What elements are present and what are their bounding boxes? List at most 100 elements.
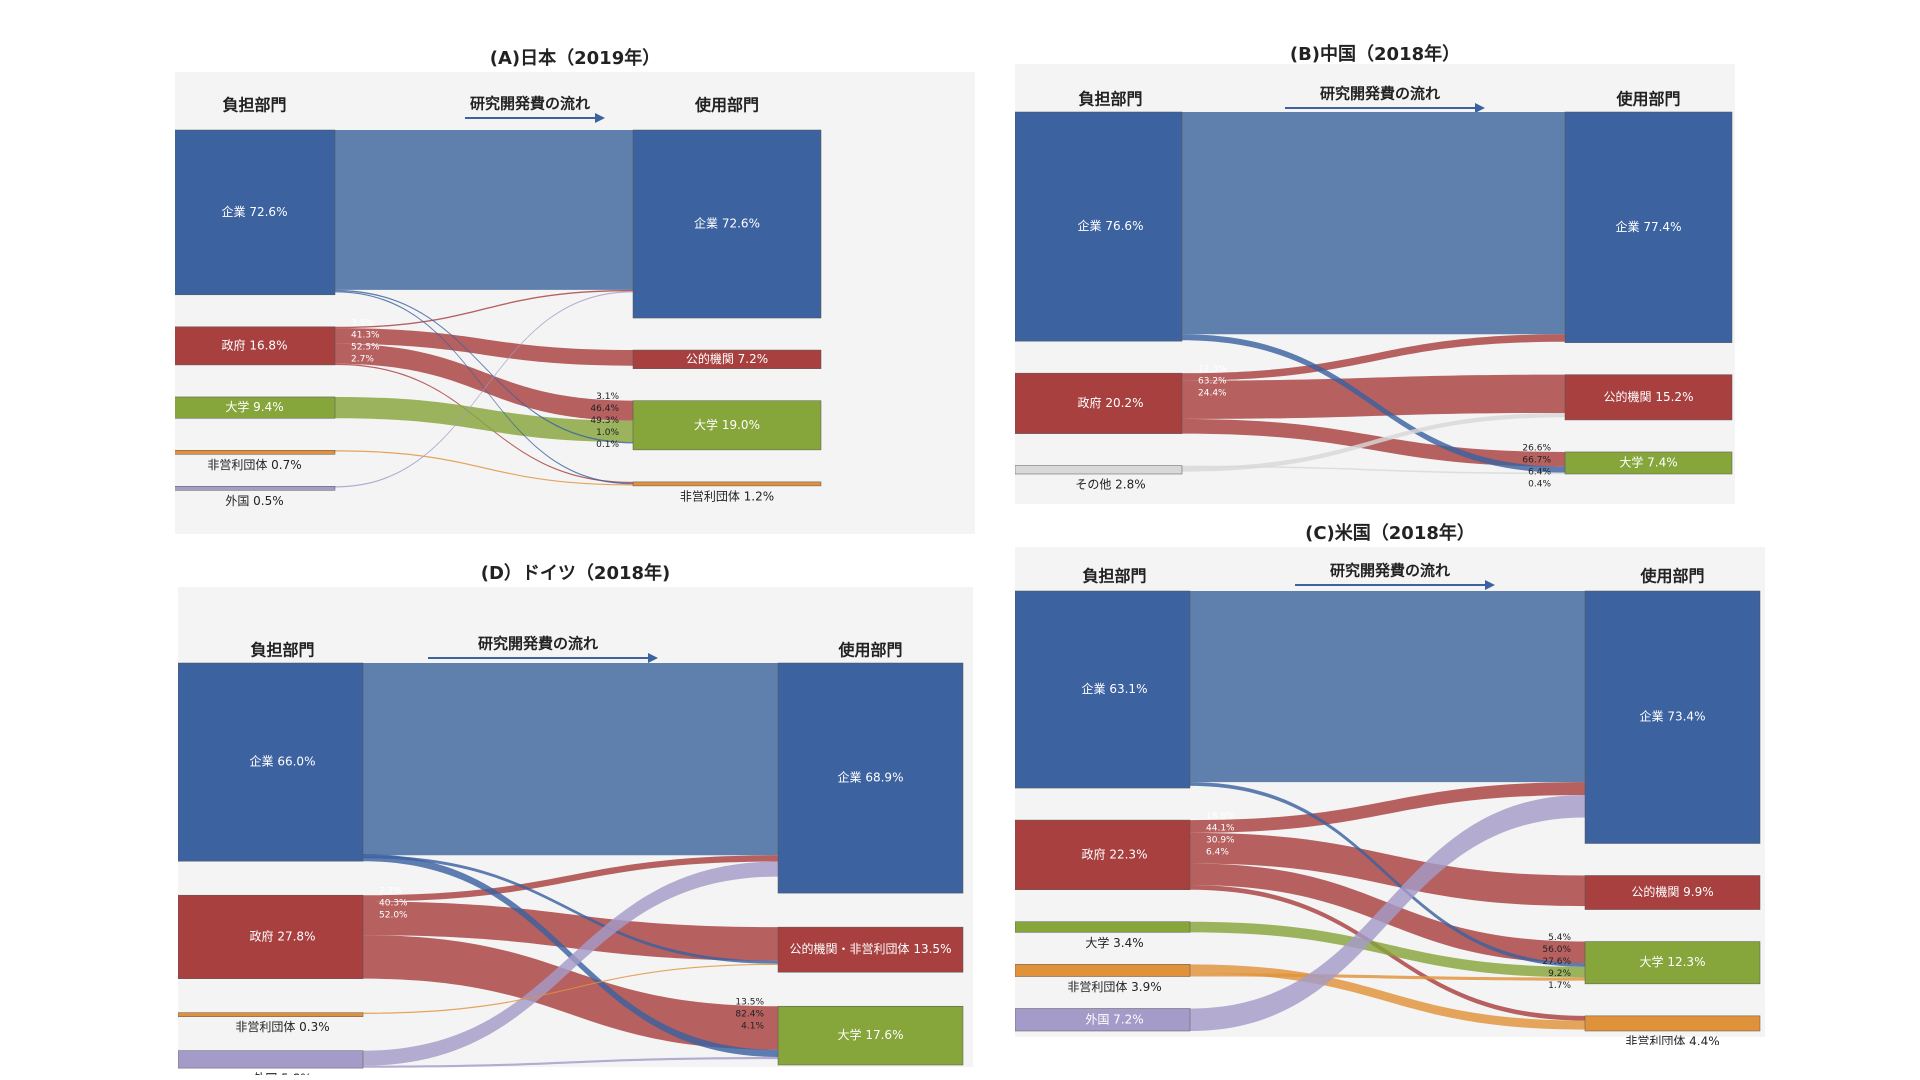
source-node bbox=[178, 1050, 364, 1069]
flows-layer bbox=[1182, 112, 1565, 475]
target-node bbox=[1564, 374, 1733, 421]
source-node bbox=[1015, 921, 1191, 933]
flow-band bbox=[1190, 794, 1585, 1031]
flow-band bbox=[1190, 964, 1585, 1030]
flow-pct-label: 1.0% bbox=[596, 428, 619, 438]
source-node bbox=[175, 486, 336, 491]
panel-usa: (C)米国（2018年） 負担部門 使用部門 研究開発費の流れ 企業 63.1% 政府 … bbox=[1015, 515, 1765, 1045]
flow-band bbox=[1182, 412, 1565, 472]
source-label: 政府 27.8% bbox=[250, 928, 316, 943]
flow-company-company bbox=[1182, 112, 1565, 335]
target-label: 大学 12.3% bbox=[1640, 954, 1706, 969]
flow-pct-label: 1.7% bbox=[1548, 981, 1571, 991]
target-label: 公的機関・非営利団体 13.5% bbox=[790, 941, 952, 956]
target-node bbox=[777, 662, 964, 894]
flow-band bbox=[363, 861, 778, 1066]
flow-band bbox=[1190, 782, 1585, 833]
right-header: 使用部門 bbox=[694, 96, 759, 115]
panel-title: (C)米国（2018年） bbox=[1305, 523, 1475, 544]
target-node bbox=[1584, 590, 1761, 844]
left-header: 負担部門 bbox=[1082, 567, 1146, 586]
flow-band bbox=[1190, 921, 1585, 978]
flow-band bbox=[1182, 374, 1565, 419]
target-node bbox=[632, 481, 822, 487]
panel-title: (B)中国（2018年） bbox=[1289, 44, 1461, 65]
flow-pct-label: 66.7% bbox=[1522, 455, 1551, 465]
flow-pct-label: 44.1% bbox=[1206, 824, 1235, 834]
source-label: 非営利団体 3.9% bbox=[1067, 980, 1161, 994]
target-label: 公的機関 9.9% bbox=[1631, 884, 1713, 899]
target-node bbox=[1564, 451, 1733, 475]
source-label: 企業 72.6% bbox=[222, 204, 288, 219]
source-label: 外国 5.8% bbox=[253, 1072, 311, 1075]
target-label: 企業 72.6% bbox=[694, 216, 760, 231]
flow-band bbox=[1182, 334, 1565, 381]
source-node bbox=[178, 894, 364, 979]
target-node bbox=[1584, 941, 1761, 985]
source-label: 企業 76.6% bbox=[1078, 218, 1144, 233]
source-label: 政府 16.8% bbox=[222, 337, 288, 352]
flow-direction-label: 研究開発費の流れ bbox=[1320, 85, 1440, 103]
flow-company-company bbox=[1190, 591, 1585, 783]
flow-pct-label: 0.1% bbox=[596, 440, 619, 450]
source-node bbox=[1015, 465, 1183, 475]
target-node bbox=[1584, 875, 1761, 910]
flow-arrow-head bbox=[648, 653, 658, 663]
source-label: 政府 20.2% bbox=[1078, 395, 1144, 410]
flow-pct-label: 46.4% bbox=[590, 404, 619, 414]
left-header: 負担部門 bbox=[1078, 90, 1142, 109]
target-label: 公的機関 7.2% bbox=[686, 351, 768, 366]
target-label: 大学 17.6% bbox=[838, 1027, 904, 1042]
target-node bbox=[632, 400, 822, 451]
flow-pct-label: 13.5% bbox=[735, 998, 764, 1008]
flow-pct-label: 40.3% bbox=[379, 899, 408, 909]
flow-band bbox=[335, 291, 633, 485]
source-node bbox=[175, 326, 336, 366]
target-label: 企業 68.9% bbox=[838, 770, 904, 785]
source-label: 外国 7.2% bbox=[1085, 1012, 1143, 1026]
flow-pct-label: 9.2% bbox=[1548, 969, 1571, 979]
source-label: 政府 22.3% bbox=[1082, 846, 1148, 861]
source-node bbox=[178, 662, 364, 862]
source-label: 大学 3.4% bbox=[1085, 935, 1143, 950]
flow-pct-label: 52.0% bbox=[379, 911, 408, 921]
left-header: 負担部門 bbox=[222, 96, 286, 115]
source-node bbox=[175, 129, 336, 296]
flow-direction-label: 研究開発費の流れ bbox=[478, 635, 598, 653]
flow-pct-label: 0.4% bbox=[1528, 479, 1551, 489]
flow-pct-label: 63.2% bbox=[1198, 377, 1227, 387]
flow-band bbox=[363, 935, 778, 1050]
panel-japan: (A)日本（2019年） 負担部門 使用部門 研究開発費の流れ企業 72.6% 政府 … bbox=[175, 40, 975, 540]
flow-pct-label: 49.3% bbox=[590, 416, 619, 426]
flow-pct-label: 56.0% bbox=[1542, 945, 1571, 955]
flow-arrow-head bbox=[1485, 580, 1495, 590]
flow-arrow-head bbox=[1475, 103, 1485, 113]
source-node bbox=[175, 450, 336, 455]
flow-pct-label: 24.4% bbox=[1198, 389, 1227, 399]
panel-title: (A)日本（2019年） bbox=[489, 48, 661, 69]
target-node bbox=[1584, 1015, 1761, 1032]
flow-direction-label: 研究開発費の流れ bbox=[470, 95, 590, 113]
target-node bbox=[632, 129, 822, 319]
right-header: 使用部門 bbox=[1615, 90, 1680, 109]
flow-band bbox=[1190, 973, 1585, 981]
source-label: 非営利団体 0.7% bbox=[207, 458, 301, 472]
target-label: 大学 7.4% bbox=[1619, 454, 1677, 469]
flow-pct-label: 52.5% bbox=[351, 342, 380, 352]
flow-company-company bbox=[335, 130, 633, 290]
flow-pct-label: 7.7% bbox=[379, 887, 402, 897]
flow-band bbox=[363, 901, 778, 961]
target-label: 非営利団体 4.4% bbox=[1625, 1035, 1719, 1046]
flow-direction-label: 研究開発費の流れ bbox=[1330, 562, 1450, 580]
flow-pct-label: 26.6% bbox=[1522, 443, 1551, 453]
flows-layer bbox=[335, 130, 633, 488]
panel-china: (B)中国（2018年） 負担部門 使用部門 研究開発費の流れ企業 76.6% 政府 … bbox=[1015, 30, 1735, 510]
flow-band bbox=[335, 289, 633, 444]
flow-pct-label: 18.6% bbox=[1206, 812, 1235, 822]
flow-pct-label: 3.5% bbox=[351, 318, 374, 328]
flow-pct-label: 2.7% bbox=[351, 354, 374, 364]
target-node bbox=[1564, 111, 1733, 343]
